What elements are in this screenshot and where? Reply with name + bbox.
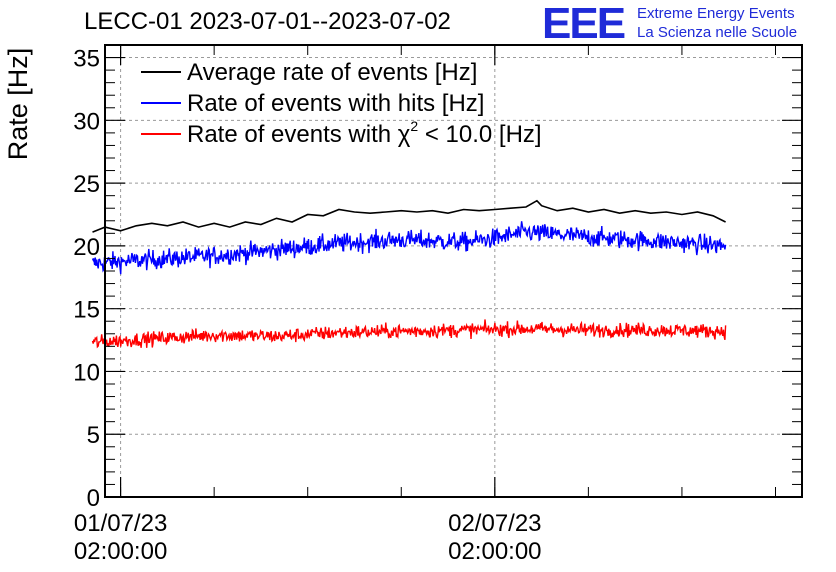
series-line-hits <box>91 221 727 275</box>
y-tick-label: 35 <box>73 46 100 73</box>
legend: Average rate of events [Hz] Rate of even… <box>141 59 542 148</box>
legend-chi2-suffix: < 10.0 [Hz] <box>418 121 541 148</box>
y-tick-label: 0 <box>87 485 100 512</box>
legend-label-average: Average rate of events [Hz] <box>187 59 477 86</box>
axis-labels: 0510152025303501/07/2302:00:0002/07/2302… <box>73 46 541 565</box>
x-tick-label-date: 01/07/23 <box>74 510 167 537</box>
y-axis-title: Rate [Hz] <box>3 48 33 161</box>
y-tick-label: 10 <box>73 359 100 386</box>
eee-logo: EEE <box>542 0 626 48</box>
x-tick-label-time: 02:00:00 <box>74 538 167 565</box>
grid-lines <box>105 45 802 497</box>
series-line-average <box>92 199 726 233</box>
y-tick-label: 5 <box>87 422 100 449</box>
x-tick-label-date: 02/07/23 <box>448 510 541 537</box>
x-tick-label-time: 02:00:00 <box>448 538 541 565</box>
y-tick-label: 30 <box>73 108 100 135</box>
y-tick-label: 15 <box>73 297 100 324</box>
logo-subtitle-line2: La Scienza nelle Scuole <box>637 24 798 41</box>
data-series <box>91 199 727 349</box>
legend-label-chi2: Rate of events with χ2 < 10.0 [Hz] <box>187 118 542 148</box>
axis-ticks <box>105 44 802 498</box>
logo-subtitle-line1: Extreme Energy Events <box>637 5 795 22</box>
legend-chi2-prefix: Rate of events with <box>187 121 398 148</box>
legend-chi2-symbol: χ <box>398 121 411 148</box>
series-line-chi2 <box>91 319 727 349</box>
y-tick-label: 20 <box>73 234 100 261</box>
y-tick-label: 25 <box>73 171 100 198</box>
chart-title: LECC-01 2023-07-01--2023-07-02 <box>84 8 451 35</box>
legend-chi2-sup: 2 <box>410 118 418 134</box>
legend-label-hits: Rate of events with hits [Hz] <box>187 90 484 117</box>
